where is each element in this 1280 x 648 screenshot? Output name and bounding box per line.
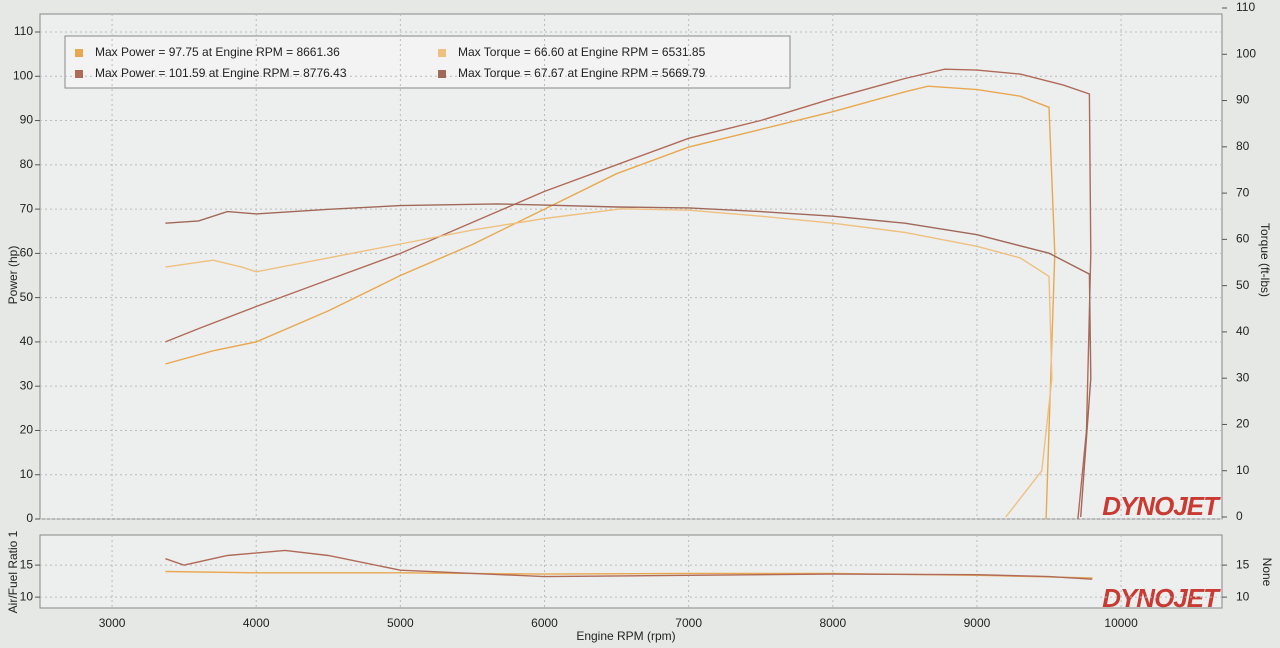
y2-tick-label: 40	[1236, 324, 1250, 338]
legend-label: Max Power = 97.75 at Engine RPM = 8661.3…	[95, 45, 340, 59]
y-tick-label: 10	[20, 589, 34, 603]
x-axis-label: Engine RPM (rpm)	[576, 629, 675, 643]
y2-tick-label: 60	[1236, 232, 1250, 246]
series-line	[165, 208, 1053, 518]
y2-tick-label: 110	[1236, 0, 1255, 14]
y2-tick-label: 50	[1236, 278, 1250, 292]
x-tick-label: 10000	[1104, 616, 1138, 630]
legend-swatch	[75, 49, 83, 57]
series-line	[165, 68, 1092, 520]
y2-tick-label: 90	[1236, 93, 1250, 107]
legend-label: Max Torque = 66.60 at Engine RPM = 6531.…	[458, 45, 706, 59]
y2-tick-label: 20	[1236, 417, 1250, 431]
y2-tick-label: 15	[1236, 557, 1250, 571]
y-tick-label: 90	[20, 113, 34, 127]
x-tick-label: 5000	[387, 616, 414, 630]
series-line	[165, 549, 1093, 580]
y2-tick-label: 80	[1236, 139, 1250, 153]
legend-label: Max Torque = 67.67 at Engine RPM = 5669.…	[458, 66, 706, 80]
x-tick-label: 8000	[819, 616, 846, 630]
y2-tick-label: 0	[1236, 509, 1243, 523]
y-tick-label: 10	[20, 467, 34, 481]
y2-tick-label: 10	[1236, 463, 1250, 477]
watermark: DYNOJET	[1102, 491, 1221, 521]
x-tick-label: 6000	[531, 616, 558, 630]
y2-tick-label: 100	[1236, 46, 1256, 60]
y2-tick-label: 70	[1236, 185, 1250, 199]
y-tick-label: 110	[14, 24, 33, 38]
afr-axis-label: Air/Fuel Ratio 1	[6, 530, 20, 613]
series-line	[165, 85, 1056, 520]
legend-label: Max Power = 101.59 at Engine RPM = 8776.…	[95, 66, 347, 80]
legend	[64, 35, 791, 89]
y-tick-label: 100	[13, 68, 33, 82]
y-tick-label: 40	[20, 334, 34, 348]
x-tick-label: 4000	[243, 616, 270, 630]
y-tick-label: 80	[20, 157, 34, 171]
watermark: DYNOJET	[1102, 583, 1221, 613]
x-tick-label: 9000	[964, 616, 991, 630]
y-tick-label: 30	[20, 378, 34, 392]
y2-tick-label: 10	[1236, 589, 1250, 603]
y-tick-label: 60	[20, 246, 34, 260]
x-tick-label: 7000	[675, 616, 702, 630]
y-tick-label: 20	[20, 423, 34, 437]
y2-axis-label: Torque (ft-lbs)	[1258, 223, 1272, 297]
legend-swatch	[75, 70, 83, 78]
y-tick-label: 70	[20, 201, 34, 215]
x-tick-label: 3000	[99, 616, 126, 630]
y2-tick-label: 30	[1236, 370, 1250, 384]
y-tick-label: 15	[20, 557, 34, 571]
y-tick-label: 0	[26, 511, 33, 525]
y-axis-label: Power (hp)	[6, 246, 20, 305]
legend-swatch	[438, 70, 446, 78]
afr-y2-axis-label: None	[1260, 558, 1274, 587]
y-tick-label: 50	[20, 290, 34, 304]
afr-plot-area	[39, 534, 1223, 609]
series-line	[165, 203, 1092, 518]
legend-swatch	[438, 49, 446, 57]
